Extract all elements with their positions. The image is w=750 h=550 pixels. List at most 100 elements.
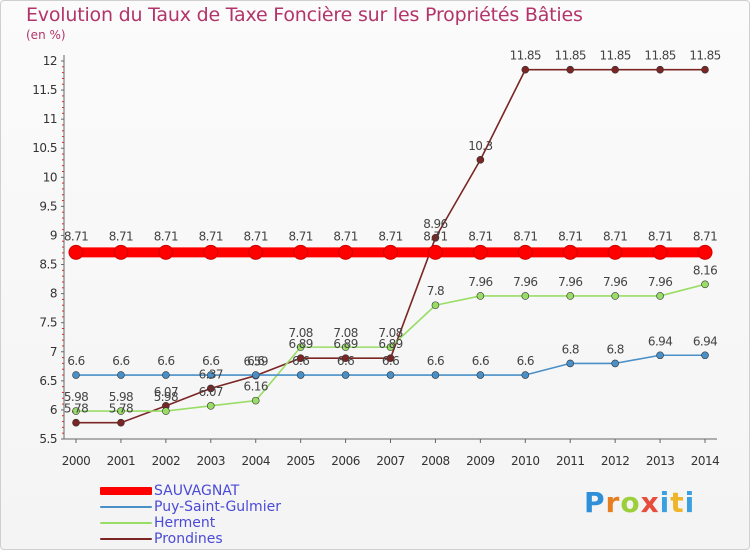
data-point xyxy=(293,244,309,260)
legend-swatch-sauvagnat xyxy=(100,487,152,495)
legend-item-puy-saint-gulmier[interactable]: Puy-Saint-Gulmier xyxy=(100,499,281,515)
data-point xyxy=(72,371,80,379)
data-point xyxy=(472,244,488,260)
data-point xyxy=(566,359,575,368)
logo-letter: x xyxy=(640,486,660,519)
data-label: 8.71 xyxy=(109,229,133,243)
data-point xyxy=(341,343,350,351)
data-label: 6.94 xyxy=(693,334,717,348)
data-point xyxy=(656,351,664,360)
data-label: 7.08 xyxy=(288,326,312,340)
data-label: 7.96 xyxy=(603,275,627,289)
data-label: 8.71 xyxy=(648,229,672,243)
legend-item-herment[interactable]: Herment xyxy=(100,515,281,531)
y-tick-label: 5.5 xyxy=(39,432,57,446)
data-point xyxy=(611,292,619,300)
data-point xyxy=(607,244,623,260)
proxiti-logo: Proxiti xyxy=(584,486,695,519)
data-point xyxy=(162,371,170,379)
x-tick-label: 2013 xyxy=(646,454,675,468)
data-label: 8.71 xyxy=(199,229,223,243)
data-label: 5.98 xyxy=(154,390,178,404)
data-point xyxy=(701,280,709,289)
data-point xyxy=(158,244,174,260)
x-tick-label: 2002 xyxy=(152,454,181,468)
data-label: 7.96 xyxy=(558,275,582,289)
data-label: 8.71 xyxy=(513,229,537,243)
data-label: 6.59 xyxy=(244,355,268,369)
chart-title: Evolution du Taux de Taxe Foncière sur l… xyxy=(26,4,583,26)
data-point xyxy=(72,407,80,415)
data-point xyxy=(341,354,350,362)
data-point xyxy=(431,371,440,379)
logo-letter: i xyxy=(659,486,671,519)
data-label: 6.6 xyxy=(517,354,534,368)
x-tick-label: 2014 xyxy=(691,454,720,468)
x-tick-label: 2009 xyxy=(466,454,495,468)
data-label: 6.6 xyxy=(247,354,264,368)
data-label: 11.85 xyxy=(644,49,675,63)
legend-label-herment: Herment xyxy=(154,515,216,531)
chart-legend: SAUVAGNAT Puy-Saint-Gulmier Herment Pron… xyxy=(100,483,281,547)
x-tick-label: 2004 xyxy=(241,454,270,468)
logo-letter: o xyxy=(620,486,641,519)
data-label: 8.71 xyxy=(558,229,582,243)
data-label: 6.8 xyxy=(562,342,579,356)
data-point xyxy=(611,65,619,74)
y-tick-label: 11 xyxy=(43,112,57,126)
data-point xyxy=(296,343,305,351)
y-tick-label: 7 xyxy=(50,345,57,359)
data-point xyxy=(248,244,264,260)
data-point xyxy=(611,359,619,368)
data-label: 6.8 xyxy=(607,342,624,356)
logo-letter: t xyxy=(670,486,685,519)
x-tick-label: 2007 xyxy=(376,454,405,468)
legend-item-sauvagnat[interactable]: SAUVAGNAT xyxy=(100,483,281,499)
data-label: 11.85 xyxy=(510,49,541,63)
data-label: 7.8 xyxy=(427,284,444,298)
data-label: 7.96 xyxy=(468,275,492,289)
data-label: 6.89 xyxy=(288,337,312,351)
logo-letter: P xyxy=(584,486,606,519)
data-label: 11.85 xyxy=(689,49,720,63)
data-point xyxy=(206,371,215,379)
x-tick-label: 2011 xyxy=(556,454,585,468)
y-tick-label: 9.5 xyxy=(39,199,57,213)
x-tick-label: 2006 xyxy=(331,454,360,468)
y-tick-label: 10 xyxy=(43,170,57,184)
y-tick-label: 6 xyxy=(50,403,57,417)
x-tick-label: 2003 xyxy=(197,454,226,468)
x-tick-label: 2008 xyxy=(421,454,450,468)
data-label: 8.71 xyxy=(333,229,357,243)
legend-label-sauvagnat: SAUVAGNAT xyxy=(154,483,240,499)
y-tick-label: 10.5 xyxy=(32,141,57,155)
data-label: 6.37 xyxy=(199,367,223,381)
data-point xyxy=(203,244,219,260)
legend-label-puy-saint-gulmier: Puy-Saint-Gulmier xyxy=(154,499,281,515)
data-point xyxy=(652,244,668,260)
y-tick-label: 8 xyxy=(50,287,57,301)
data-label: 6.6 xyxy=(292,354,309,368)
data-point xyxy=(476,292,485,300)
data-label: 5.98 xyxy=(64,390,88,404)
data-point xyxy=(697,244,713,260)
y-tick-label: 12 xyxy=(43,54,57,68)
data-label: 6.6 xyxy=(382,354,399,368)
y-tick-label: 6.5 xyxy=(39,374,57,388)
data-label: 6.16 xyxy=(244,380,268,394)
data-label: 7.08 xyxy=(333,326,357,340)
x-tick-label: 2000 xyxy=(62,454,91,468)
data-label: 6.6 xyxy=(202,354,219,368)
data-point xyxy=(338,244,354,260)
data-point xyxy=(427,244,443,260)
data-point xyxy=(206,402,215,410)
data-point xyxy=(521,292,530,300)
data-label: 11.85 xyxy=(599,49,630,63)
chart-subtitle: (en %) xyxy=(26,28,66,42)
legend-item-prondines[interactable]: Prondines xyxy=(100,531,281,547)
data-label: 8.71 xyxy=(603,229,627,243)
y-tick-label: 7.5 xyxy=(39,316,57,330)
data-label: 8.16 xyxy=(693,263,717,277)
